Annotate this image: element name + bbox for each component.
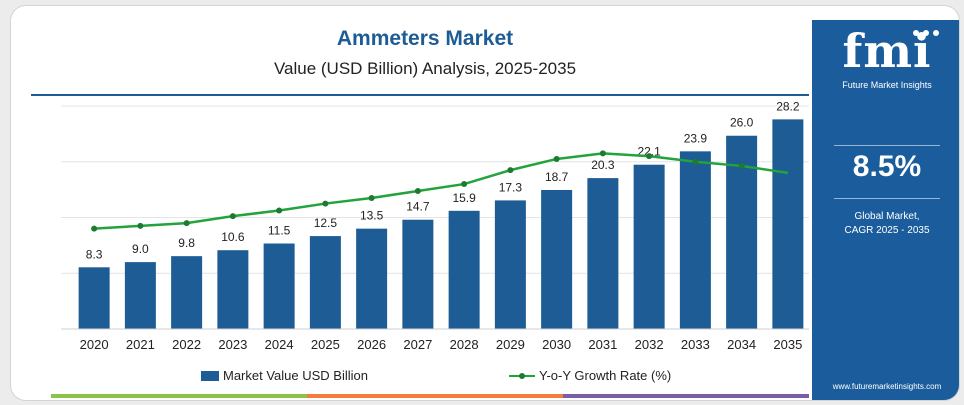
title-divider [31, 94, 819, 96]
x-tick-label: 2020 [80, 337, 109, 352]
website-url: www.futuremarketinsights.com [832, 382, 942, 391]
growth-rate-point [507, 167, 514, 174]
growth-rate-point [646, 153, 653, 160]
bar-2027 [402, 219, 434, 329]
bar-2035 [772, 119, 804, 329]
x-tick-label: 2035 [773, 337, 802, 352]
x-tick-label: 2022 [172, 337, 201, 352]
x-tick-label: 2021 [126, 337, 155, 352]
x-tick-label: 2027 [403, 337, 432, 352]
growth-rate-point [461, 181, 468, 188]
footer-stripe-green [51, 394, 307, 398]
growth-rate-line [94, 152, 789, 230]
bar-value-label: 9.8 [178, 236, 195, 250]
panel-divider-middle [834, 198, 940, 199]
x-tick-label: 2029 [496, 337, 525, 352]
cagr-label: Global Market, CAGR 2025 - 2035 [812, 210, 959, 238]
panel-divider-top [834, 145, 940, 146]
cagr-value: 8.5% [852, 150, 922, 183]
bar-2022 [171, 256, 203, 329]
chart-subtitle: Value (USD Billion) Analysis, 2025-2035 [273, 59, 577, 78]
bar-2028 [448, 210, 480, 329]
bar-2030 [541, 189, 573, 329]
bar-value-label: 17.3 [499, 180, 523, 194]
growth-rate-point [738, 162, 745, 169]
x-tick-label: 2023 [218, 337, 247, 352]
bar-value-label: 28.2 [776, 99, 800, 113]
bar-value-label: 23.9 [684, 131, 708, 145]
chart-plot: 8.3 2020 9.0 2021 9.8 2022 10.6 2023 11.5 2024 12.… [61, 99, 811, 352]
growth-rate-point [229, 213, 236, 220]
footer-stripes [51, 394, 819, 398]
bar-value-label: 9.0 [132, 242, 149, 256]
footer-stripe-orange [307, 394, 563, 398]
chart-area: Ammeters Market Value (USD Billion) Anal… [31, 24, 819, 400]
chart-card: Ammeters Market Value (USD Billion) Anal… [10, 5, 960, 401]
legend: Market Value USD Billion Y-o-Y Growth Ra… [31, 368, 819, 388]
x-tick-label: 2032 [635, 337, 664, 352]
bar-2023 [217, 250, 249, 329]
bar-value-label: 8.3 [86, 247, 103, 261]
bar-value-label: 12.5 [314, 216, 338, 230]
growth-rate-point [414, 188, 421, 195]
growth-rate-point [91, 225, 98, 232]
legend-label-growth-rate: Y-o-Y Growth Rate (%) [539, 368, 672, 383]
bar-value-label: 15.9 [452, 191, 476, 205]
logo-dots-icon [913, 30, 939, 36]
bar-value-label: 10.6 [221, 230, 245, 244]
x-tick-label: 2030 [542, 337, 571, 352]
growth-rate-point [692, 158, 699, 165]
growth-rate-point [183, 220, 190, 227]
bar-2029 [494, 200, 526, 329]
growth-rate-point [276, 207, 283, 214]
growth-rate-point [322, 200, 329, 207]
x-tick-label: 2034 [727, 337, 756, 352]
x-tick-label: 2024 [265, 337, 294, 352]
bar-value-label: 26.0 [730, 116, 754, 130]
legend-label-market-value: Market Value USD Billion [223, 368, 368, 383]
bar-2025 [309, 236, 341, 329]
legend-bar-swatch [201, 370, 219, 381]
bar-2031 [587, 178, 619, 329]
bar-value-label: 11.5 [268, 224, 291, 238]
legend-item-growth-rate: Y-o-Y Growth Rate (%) [509, 368, 671, 383]
bar-2024 [263, 243, 295, 329]
legend-item-market-value: Market Value USD Billion [201, 368, 368, 383]
bar-value-label: 14.7 [406, 200, 430, 214]
bar-value-label: 18.7 [545, 170, 569, 184]
legend-line-swatch [509, 371, 535, 381]
growth-rate-point [553, 155, 560, 162]
x-tick-label: 2026 [357, 337, 386, 352]
x-tick-label: 2033 [681, 337, 710, 352]
side-panel: fmi Future Market Insights 8.5% Global M… [809, 20, 959, 400]
bar-2020 [78, 267, 110, 329]
bar-value-label: 13.5 [360, 209, 384, 223]
logo-subtitle: Future Market Insights [842, 80, 932, 90]
cagr-label-line1: Global Market, [854, 211, 920, 222]
bar-2032 [633, 164, 665, 329]
x-tick-label: 2025 [311, 337, 340, 352]
growth-rate-point [368, 194, 375, 201]
footer-stripe-purple [563, 394, 819, 398]
x-tick-label: 2031 [588, 337, 617, 352]
bar-2033 [679, 151, 711, 329]
growth-rate-point [137, 222, 144, 229]
cagr-label-line2: CAGR 2025 - 2035 [844, 225, 930, 236]
bar-value-label: 20.3 [591, 158, 615, 172]
x-tick-label: 2028 [450, 337, 479, 352]
bar-2021 [124, 262, 156, 329]
chart-title: Ammeters Market [336, 27, 514, 50]
bar-2026 [356, 228, 388, 329]
growth-rate-point [599, 150, 606, 157]
